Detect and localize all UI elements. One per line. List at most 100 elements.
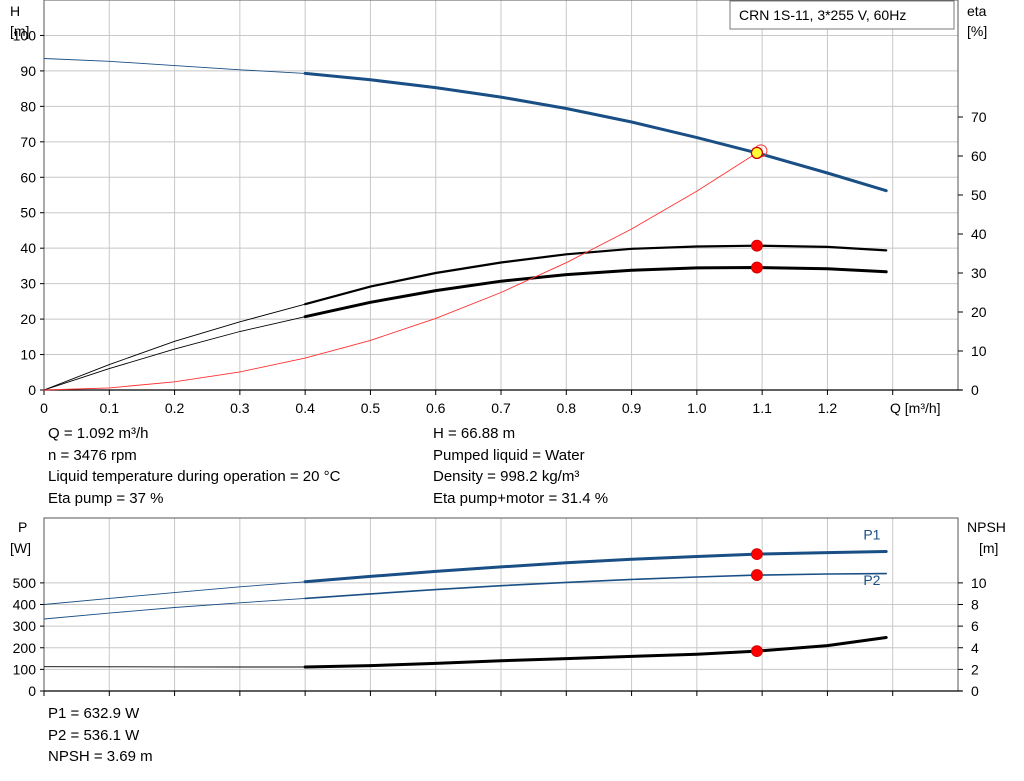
y-tick-label-right: 0 <box>971 683 979 699</box>
eta-total-curve <box>303 265 888 319</box>
eta-total-curve-extrapolated <box>43 316 306 391</box>
y-tick-label-left: 500 <box>13 575 37 591</box>
y-tick-label-right: 30 <box>971 265 987 281</box>
top-right-axis-title: eta <box>967 3 987 19</box>
y-tick-label-right: 60 <box>971 148 987 164</box>
y-tick-label-left: 70 <box>20 134 36 150</box>
y-tick-label-right: 10 <box>971 343 987 359</box>
y-tick-label-left: 400 <box>13 597 37 613</box>
top-axes-frame <box>43 0 962 391</box>
system-curve <box>43 152 758 391</box>
y-tick-label-left: 30 <box>20 276 36 292</box>
bottom-left-axis-title: P <box>18 519 27 535</box>
top-left-axis-title: H <box>10 3 20 19</box>
bottom-right-axis-title: NPSH <box>967 519 1006 535</box>
y-tick-label-left: 50 <box>20 205 36 221</box>
top-grid <box>44 0 958 390</box>
eta-pump-curve-extrapolated <box>43 303 306 391</box>
x-tick-label: 1.2 <box>818 400 838 416</box>
y-tick-label-left: 100 <box>13 27 37 43</box>
y-tick-label-left: 0 <box>28 683 36 699</box>
x-tick-label: 1.1 <box>752 400 772 416</box>
h-curve-extrapolated <box>43 58 306 74</box>
npsh-curve <box>303 636 888 669</box>
y-tick-label-left: 80 <box>20 98 36 114</box>
top-duty-points <box>750 144 768 274</box>
legend-box <box>729 0 955 30</box>
y-tick-label-right: 4 <box>971 640 979 656</box>
x-tick-label: 0.4 <box>295 400 315 416</box>
y-tick-label-left: 0 <box>28 382 36 398</box>
x-tick-label: 0.9 <box>622 400 642 416</box>
y-tick-label-left: 20 <box>20 311 36 327</box>
info-p2: P2 = 536.1 W <box>48 726 140 744</box>
y-tick-label-left: 200 <box>13 640 37 656</box>
y-tick-label-left: 60 <box>20 169 36 185</box>
y-tick-label-left: 300 <box>13 618 37 634</box>
y-tick-label-right: 0 <box>971 382 979 398</box>
duty-point-npsh <box>751 645 763 658</box>
y-tick-label-right: 50 <box>971 187 987 203</box>
bottom-ticks: 0 100 200 300 400 500 0 2 4 6 8 10 <box>13 575 987 699</box>
duty-point-p2 <box>751 569 763 581</box>
y-tick-label-right: 20 <box>971 304 987 320</box>
p1-curve-extrapolated <box>43 581 306 605</box>
x-tick-label: 0.7 <box>491 400 511 416</box>
y-tick-label-left: 90 <box>20 63 36 79</box>
duty-point-eta-pump <box>751 239 763 252</box>
p2-curve <box>304 572 887 600</box>
y-tick-label-right: 6 <box>971 618 979 634</box>
y-tick-label-right: 40 <box>971 226 987 242</box>
x-tick-label: 1.0 <box>687 400 707 416</box>
x-tick-label: 0.2 <box>165 400 185 416</box>
y-tick-label-right: 10 <box>971 575 987 591</box>
h-curve <box>303 71 888 193</box>
info-speed: n = 3476 rpm <box>48 446 137 464</box>
bottom-left-axis-unit: [W] <box>10 540 31 556</box>
bottom-grid <box>44 518 958 691</box>
info-head: H = 66.88 m <box>433 425 516 442</box>
duty-point-h <box>750 146 764 160</box>
info-bottom: P1 = 632.9 W P2 = 536.1 W NPSH = 3.69 m <box>48 703 153 768</box>
y-tick-label-right: 8 <box>971 597 979 613</box>
top-left-axis-unit: [m] <box>10 23 29 39</box>
p2-curve-label: P2 <box>863 572 880 588</box>
p2-curve-extrapolated <box>43 597 306 620</box>
x-tick-label: 0.5 <box>361 400 381 416</box>
x-axis-label: Q [m³/h] <box>890 400 941 416</box>
info-npsh: NPSH = 3.69 m <box>48 748 153 765</box>
info-density: Density = 998.2 kg/m³ <box>433 468 580 485</box>
x-tick-label: 0 <box>40 400 48 416</box>
top-ticks: 0 10 20 30 40 50 60 70 80 90 100 0 10 20 30 40 50 60 70 0 0.… <box>13 27 987 416</box>
info-pumped-liquid: Pumped liquid = Water <box>433 446 585 464</box>
y-tick-label-left: 40 <box>20 240 36 256</box>
info-eta-pump: Eta pump = 37 % <box>48 489 164 507</box>
x-tick-label: 0.8 <box>557 400 577 416</box>
x-tick-label: 0.1 <box>100 400 120 416</box>
x-tick-label: 0.3 <box>230 400 250 416</box>
y-tick-label-right: 2 <box>971 661 979 677</box>
info-p1: P1 = 632.9 W <box>48 705 140 722</box>
bottom-right-axis-unit: [m] <box>979 540 998 556</box>
bottom-duty-points <box>751 548 763 658</box>
info-flow: Q = 1.092 m³/h <box>48 425 149 442</box>
info-liquid-temperature: Liquid temperature during operation = 20… <box>48 468 341 485</box>
top-right-axis-unit: [%] <box>967 23 987 39</box>
legend-text: CRN 1S-11, 3*255 V, 60Hz <box>739 7 906 23</box>
info-top-right: H = 66.88 m Pumped liquid = Water Densit… <box>433 423 608 509</box>
info-top-left: Q = 1.092 m³/h n = 3476 rpm Liquid tempe… <box>48 423 340 509</box>
y-tick-label-right: 70 <box>971 109 987 125</box>
duty-point-p1 <box>751 548 763 561</box>
info-eta-pump-motor: Eta pump+motor = 31.4 % <box>433 489 609 507</box>
p1-curve <box>303 550 888 584</box>
duty-point-eta-total <box>751 261 763 274</box>
head-efficiency-chart: 0 10 20 30 40 50 60 70 80 90 100 0 10 20 30 40 50 60 70 0 0.… <box>10 0 987 416</box>
p1-curve-label: P1 <box>863 527 880 543</box>
eta-pump-curve <box>304 244 888 306</box>
y-tick-label-left: 10 <box>20 347 36 363</box>
x-tick-label: 0.6 <box>426 400 446 416</box>
bottom-curves: P1 P2 <box>43 527 888 669</box>
y-tick-label-left: 100 <box>13 661 37 677</box>
